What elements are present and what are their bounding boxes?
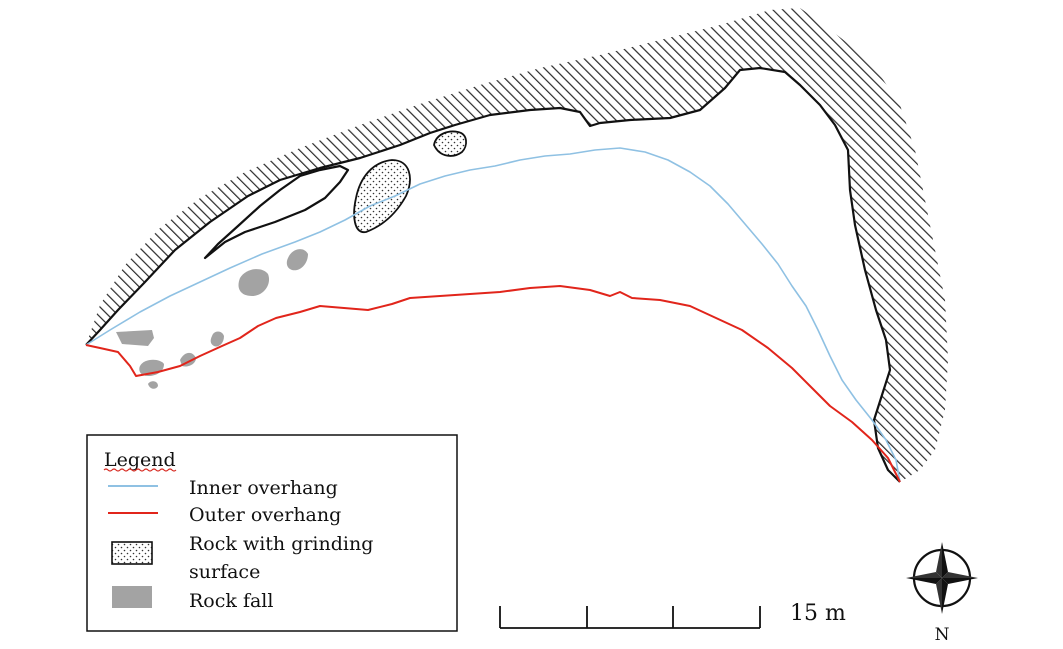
- rock-fall-group: [116, 249, 308, 389]
- rock-fall-boulder: [238, 269, 270, 296]
- legend-symbol-grinding-rock: [111, 541, 153, 565]
- legend: Legend Inner overhang Outer overhang Roc…: [86, 434, 458, 632]
- scale-bar: [499, 606, 761, 629]
- legend-label-outer-overhang: Outer overhang: [189, 504, 341, 526]
- legend-label-inner-overhang: Inner overhang: [189, 477, 338, 499]
- legend-label-grinding-rock-line2: surface: [189, 561, 260, 583]
- scale-bar-label: 15 m: [790, 601, 846, 626]
- cave-alcove-outline: [203, 164, 350, 260]
- legend-title: Legend: [104, 449, 176, 471]
- legend-label-rock-fall: Rock fall: [189, 590, 273, 612]
- cave-wall-outline: [85, 66, 901, 483]
- rock-fall-boulder: [210, 331, 224, 347]
- north-label: N: [935, 625, 950, 645]
- grinding-rock-large: [353, 159, 411, 233]
- outer-overhang-line: [85, 285, 901, 483]
- compass-rose-icon: [906, 542, 978, 614]
- inner-overhang-line: [85, 147, 901, 483]
- legend-symbol-rock-fall: [112, 586, 152, 608]
- legend-label-grinding-rock-line1: Rock with grinding: [189, 533, 373, 555]
- grinding-rock-small: [433, 130, 467, 157]
- rock-fall-boulder: [148, 381, 158, 389]
- rock-fall-boulder: [116, 330, 154, 346]
- rock-fall-boulder: [286, 249, 308, 271]
- rock-wall-hatched-area: [86, 8, 948, 482]
- legend-title-spellcheck-underline: [103, 468, 177, 472]
